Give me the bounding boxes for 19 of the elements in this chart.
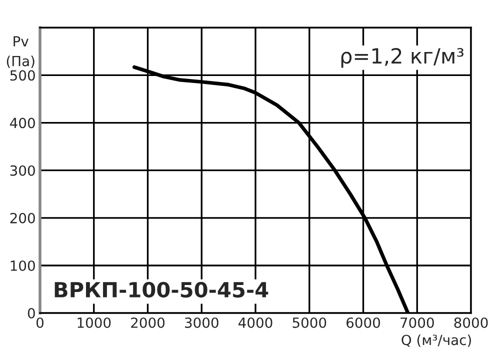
y-tick-label: 400	[10, 118, 35, 128]
x-tick-label: 0	[36, 317, 44, 328]
x-tick-label: 4000	[238, 317, 272, 328]
x-axis-title: Q (м³/час)	[402, 334, 471, 347]
x-tick-label: 1000	[78, 317, 111, 328]
y-tick-label: 200	[10, 212, 35, 224]
y-tick-label: 100	[10, 260, 35, 271]
x-tick-label: 6000	[346, 317, 380, 328]
y-tick-label: 500	[10, 70, 35, 81]
x-tick-label: 2000	[131, 317, 164, 328]
x-tick-label: 8000	[454, 317, 488, 328]
x-tick-label: 3000	[185, 317, 218, 328]
annotation: ρ=1,2 кг/м³	[341, 48, 464, 68]
y-tick-label: 300	[10, 165, 35, 176]
annotation: ВРКП-100-50-45-4	[54, 282, 268, 298]
x-tick-label: 5000	[292, 317, 326, 328]
y-tick-label: 0	[28, 308, 35, 319]
y-axis-title: Pv (Па)	[6, 36, 34, 68]
x-tick-label: 7000	[400, 317, 434, 328]
